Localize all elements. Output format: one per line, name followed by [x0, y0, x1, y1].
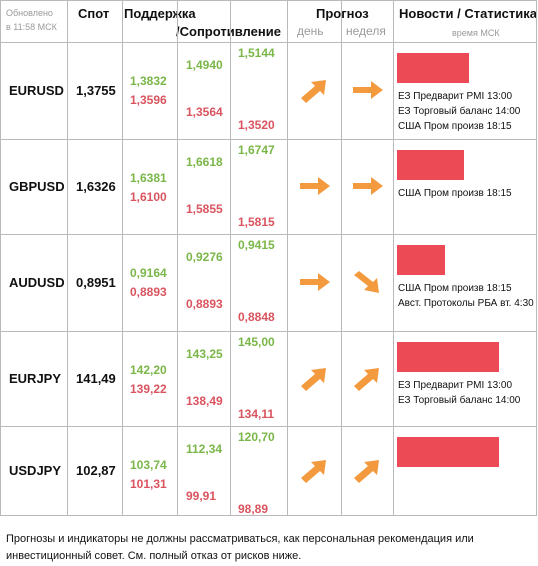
spot-value: 1,6326 [76, 178, 116, 194]
column-divider [0, 0, 1, 516]
column-divider [341, 0, 342, 516]
resistance-3-value: 98,89 [238, 502, 269, 516]
resistance-1-value: 139,22 [130, 382, 167, 396]
arrow-up-right-icon [298, 77, 332, 103]
news-item[interactable]: США Пром произв 18:15 [398, 283, 512, 294]
support-3-value: 145,00 [238, 335, 275, 349]
arrow-up-right-icon [351, 457, 385, 483]
column-divider [230, 0, 231, 516]
resistance-3-value: 134,11 [238, 407, 275, 421]
arrow-right-icon [298, 269, 332, 295]
support-3-value: 1,5144 [238, 46, 275, 60]
updated-time: в 11:58 МСК [6, 22, 57, 32]
resistance-2-value: 1,5855 [186, 202, 223, 216]
support-3-value: 1,6747 [238, 143, 275, 157]
support-2-value: 112,34 [186, 442, 223, 456]
pair-name: EURJPY [9, 370, 62, 386]
news-time-label: время МСК [452, 28, 500, 38]
row-divider [0, 42, 536, 43]
day-header: день [297, 24, 324, 38]
resistance-2-value: 99,91 [186, 489, 217, 503]
arrow-right-icon [298, 173, 332, 199]
resistance-3-value: 1,3520 [238, 118, 275, 132]
news-item[interactable]: ЕЗ Торговый баланс 14:00 [398, 106, 521, 117]
news-item[interactable]: ЕЗ Предварит PMI 13:00 [398, 380, 513, 391]
column-divider [122, 0, 123, 516]
resistance-3-value: 1,5815 [238, 215, 275, 229]
row-divider [0, 515, 536, 516]
news-impact-bar [397, 53, 469, 83]
row-divider [0, 426, 536, 427]
forecast-header: Прогноз [316, 6, 369, 21]
support-1-value: 1,3832 [130, 74, 167, 88]
support-3-value: 0,9415 [238, 238, 275, 252]
support-1-value: 103,74 [130, 458, 167, 472]
news-impact-bar [397, 437, 499, 467]
arrow-up-right-icon [351, 365, 385, 391]
disclaimer-text: Прогнозы и индикаторы не должны рассматр… [6, 533, 474, 562]
resistance-2-value: 138,49 [186, 394, 223, 408]
spot-value: 102,87 [76, 462, 116, 478]
news-item[interactable]: ЕЗ Предварит PMI 13:00 [398, 91, 513, 102]
arrow-up-right-icon [298, 365, 332, 391]
resistance-3-value: 0,8848 [238, 310, 275, 324]
pair-name: EURUSD [9, 82, 64, 98]
support-2-value: 143,25 [186, 347, 223, 361]
column-divider [536, 0, 537, 516]
resistance-1-value: 1,6100 [130, 190, 167, 204]
row-divider [0, 139, 536, 140]
arrow-right-icon [351, 173, 385, 199]
pair-name: USDJPY [9, 462, 62, 478]
column-divider [393, 0, 394, 516]
arrow-right-icon [351, 77, 385, 103]
news-item[interactable]: ЕЗ Торговый баланс 14:00 [398, 395, 521, 406]
news-impact-bar [397, 342, 499, 372]
resistance-header: /Сопротивление [176, 24, 281, 39]
pair-name: GBPUSD [9, 178, 65, 194]
arrow-up-right-icon [298, 457, 332, 483]
spot-value: 1,3755 [76, 82, 116, 98]
resistance-2-value: 1,3564 [186, 105, 223, 119]
week-header: неделя [346, 24, 386, 38]
column-divider [67, 0, 68, 516]
pair-name: AUDUSD [9, 274, 65, 290]
news-header: Новости / Статистика [399, 6, 538, 21]
news-item[interactable]: США Пром произв 18:15 [398, 121, 512, 132]
support-1-value: 0,9164 [130, 266, 167, 280]
resistance-1-value: 1,3596 [130, 93, 167, 107]
resistance-1-value: 101,31 [130, 477, 167, 491]
resistance-2-value: 0,8893 [186, 297, 223, 311]
row-divider [0, 0, 536, 1]
row-divider [0, 331, 536, 332]
news-item[interactable]: Авст. Протоколы РБА вт. 4:30 [398, 298, 534, 309]
arrow-down-right-icon [351, 269, 385, 295]
support-2-value: 1,6618 [186, 155, 223, 169]
news-item[interactable]: США Пром произв 18:15 [398, 188, 512, 199]
news-impact-bar [397, 245, 445, 275]
support-1-value: 1,6381 [130, 171, 167, 185]
row-divider [0, 234, 536, 235]
column-divider [287, 0, 288, 516]
forecast-table: Обновлено в 11:58 МСК Спот Поддержка /Со… [0, 0, 538, 516]
support-header: Поддержка [124, 6, 196, 21]
column-divider [177, 0, 178, 516]
support-1-value: 142,20 [130, 363, 167, 377]
resistance-1-value: 0,8893 [130, 285, 167, 299]
spot-value: 0,8951 [76, 274, 116, 290]
support-2-value: 0,9276 [186, 250, 223, 264]
support-3-value: 120,70 [238, 430, 275, 444]
news-impact-bar [397, 150, 464, 180]
updated-label: Обновлено [6, 8, 53, 18]
spot-value: 141,49 [76, 370, 116, 386]
support-2-value: 1,4940 [186, 58, 223, 72]
spot-header: Спот [78, 6, 110, 21]
